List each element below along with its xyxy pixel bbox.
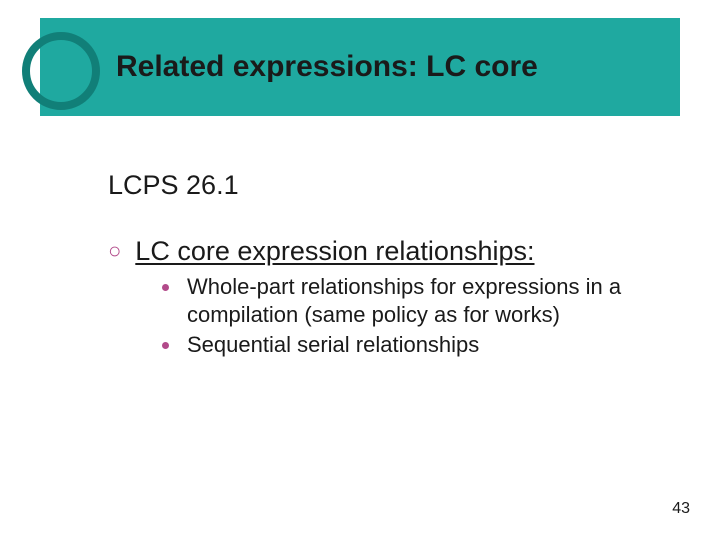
dot-icon: [162, 284, 169, 291]
bullet-level2-text: Whole-part relationships for expressions…: [187, 273, 668, 329]
bullet-level2-text: Sequential serial relationships: [187, 331, 479, 359]
bullet-level2: Whole-part relationships for expressions…: [162, 273, 668, 329]
slide: Related expressions: LC core LCPS 26.1 ○…: [0, 0, 720, 540]
bullet-level2: Sequential serial relationships: [162, 331, 668, 359]
sublist: Whole-part relationships for expressions…: [162, 273, 668, 359]
title-band: Related expressions: LC core: [40, 18, 680, 116]
dot-icon: [162, 342, 169, 349]
section-label: LCPS 26.1: [108, 170, 668, 201]
slide-title: Related expressions: LC core: [116, 50, 538, 84]
bullet-level1-text: LC core expression relationships:: [135, 235, 534, 267]
page-number: 43: [672, 500, 690, 518]
content-area: LCPS 26.1 ○ LC core expression relations…: [108, 170, 668, 361]
hollow-circle-icon: ○: [108, 235, 121, 267]
bullet-level1: ○ LC core expression relationships:: [108, 235, 668, 267]
ring-decoration: [22, 32, 100, 110]
